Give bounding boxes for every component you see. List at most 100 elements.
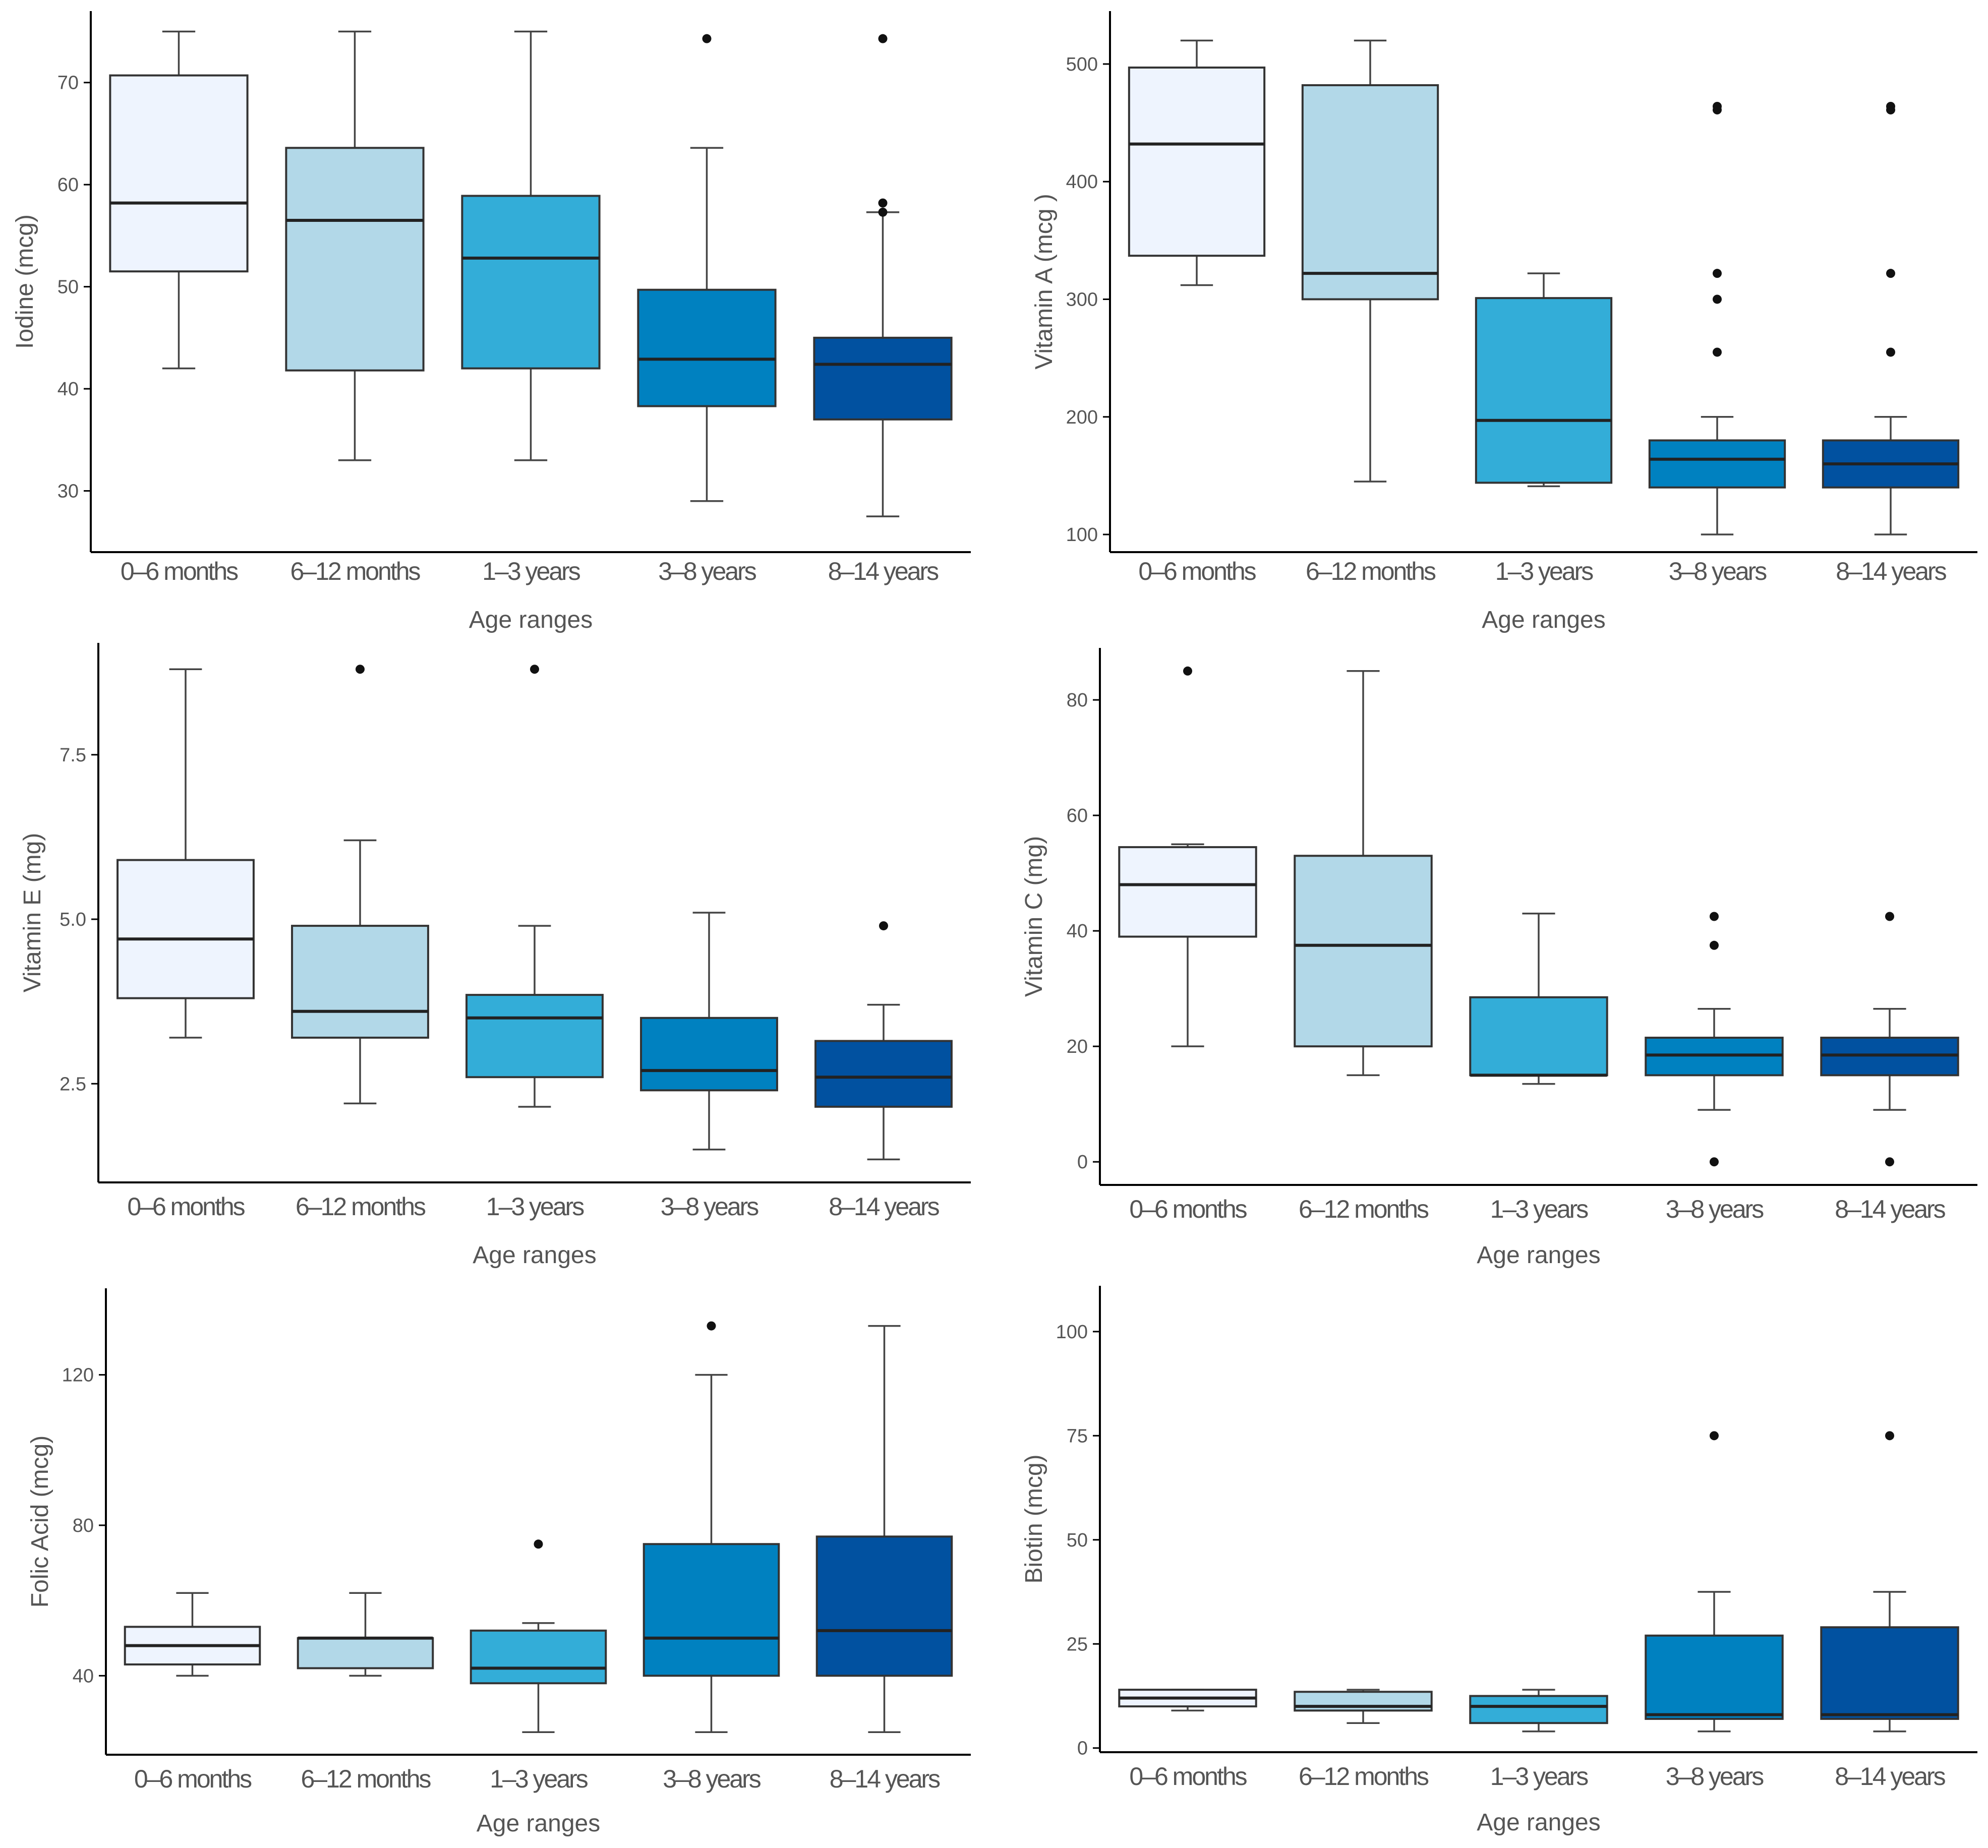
biotin-chart: 0 25 50 75 100 Biotin (mcg) Age ranges 0–6 mont…	[1021, 1286, 1977, 1836]
y-tick-label: 70	[57, 73, 79, 94]
outlier-point	[1710, 940, 1719, 950]
y-tick-label: 7.5	[60, 745, 86, 766]
x-tick-label: 3–8 years	[658, 557, 756, 585]
y-axis-title: Vitamin C (mg)	[1021, 836, 1047, 997]
x-tick-label: 6–12 months	[301, 1765, 431, 1793]
y-tick-label: 500	[1066, 54, 1098, 75]
x-tick-label: 1–3 years	[486, 1193, 584, 1221]
box-iqr	[291, 925, 429, 1039]
y-tick-label: 60	[1067, 805, 1088, 826]
x-tick-label: 1–3 years	[482, 557, 580, 585]
outlier-point	[878, 198, 888, 208]
x-tick-label: 8–14 years	[828, 557, 939, 585]
x-tick-label: 3–8 years	[1666, 1195, 1764, 1223]
x-tick-label: 6–12 months	[1299, 1762, 1429, 1791]
outlier-point	[1710, 912, 1719, 921]
iodine-chart: 30 40 50 60 70 Iodine (mcg) Age ranges 0–6 mont…	[12, 11, 971, 633]
outlier-point	[1886, 101, 1895, 111]
box-iqr	[813, 336, 953, 421]
x-tick-label: 8–14 years	[829, 1193, 939, 1221]
x-tick-label: 3–8 years	[1666, 1762, 1764, 1791]
outlier-point	[530, 665, 539, 674]
x-tick-label: 3–8 years	[1669, 557, 1767, 585]
x-tick-label: 3–8 years	[661, 1193, 759, 1221]
y-tick-label: 0	[1077, 1152, 1088, 1173]
outlier-point	[1886, 269, 1895, 278]
x-tick-label: 0–6 months	[1129, 1762, 1247, 1791]
box-iqr	[109, 74, 249, 273]
x-tick-label: 0–6 months	[127, 1193, 245, 1221]
outlier-point	[1885, 912, 1894, 921]
x-tick-label: 1–3 years	[1495, 557, 1594, 585]
x-tick-label: 6–12 months	[1299, 1195, 1429, 1223]
outlier-point	[1710, 1431, 1719, 1441]
box-iqr	[1301, 84, 1439, 301]
y-tick-label: 80	[73, 1515, 94, 1536]
y-axis-title: Vitamin A (mcg )	[1031, 194, 1058, 370]
box-iqr	[465, 994, 604, 1079]
y-tick-label: 40	[57, 379, 79, 400]
outlier-point	[356, 665, 365, 674]
y-tick-label: 60	[57, 174, 79, 196]
box-iqr	[297, 1637, 434, 1670]
x-tick-label: 8–14 years	[830, 1765, 940, 1793]
outlier-point	[707, 1321, 716, 1331]
y-tick-label: 20	[1067, 1036, 1088, 1057]
y-tick-label: 100	[1066, 524, 1098, 546]
outlier-point	[878, 34, 888, 43]
box-iqr	[470, 1629, 607, 1685]
x-tick-label: 1–3 years	[1490, 1195, 1589, 1223]
y-tick-label: 0	[1077, 1738, 1088, 1759]
y-tick-label: 40	[73, 1665, 94, 1687]
box-iqr	[814, 1040, 953, 1108]
x-tick-label: 6–12 months	[1306, 557, 1436, 585]
outlier-point	[1886, 347, 1895, 357]
box-iqr	[1128, 66, 1266, 257]
outlier-point	[702, 34, 712, 43]
box-iqr	[1118, 846, 1257, 938]
y-axis-title: Biotin (mcg)	[1021, 1454, 1047, 1583]
box-iqr	[1475, 297, 1613, 484]
x-tick-label: 6–12 months	[296, 1193, 426, 1221]
x-tick-label: 8–14 years	[1835, 1762, 1945, 1791]
y-axis-title: Iodine (mcg)	[12, 214, 38, 349]
y-tick-label: 300	[1066, 289, 1098, 310]
outlier-point	[878, 207, 888, 217]
x-tick-label: 8–14 years	[1836, 557, 1946, 585]
y-axis-title: Vitamin E (mg)	[19, 833, 46, 993]
box-iqr	[461, 195, 601, 370]
folic-acid-chart: 40 80 120 Folic Acid (mcg) Age ranges 0–6 mon…	[27, 1288, 971, 1837]
outlier-point	[1885, 1431, 1894, 1441]
y-tick-label: 120	[62, 1365, 94, 1386]
y-tick-label: 100	[1056, 1322, 1088, 1343]
y-tick-label: 50	[57, 277, 79, 298]
box-iqr	[116, 859, 255, 999]
x-tick-label: 3–8 years	[663, 1765, 761, 1793]
box-iqr	[640, 1017, 778, 1092]
x-axis-title: Age ranges	[469, 607, 593, 633]
outlier-point	[1183, 666, 1192, 676]
box-iqr	[1294, 855, 1433, 1048]
y-axis-title: Folic Acid (mcg)	[27, 1436, 53, 1607]
y-tick-label: 5.0	[60, 909, 86, 930]
box-iqr	[1648, 439, 1786, 489]
y-tick-label: 400	[1066, 171, 1098, 193]
outlier-point	[879, 921, 888, 931]
outlier-point	[1713, 294, 1722, 304]
x-tick-label: 0–6 months	[134, 1765, 252, 1793]
outlier-point	[1710, 1157, 1719, 1167]
vitamin-e-chart: 2.5 5.0 7.5 Vitamin E (mg) Age ranges 0–6 mon…	[19, 643, 971, 1269]
y-tick-label: 75	[1067, 1425, 1088, 1447]
y-tick-label: 25	[1067, 1634, 1088, 1655]
y-tick-label: 40	[1067, 921, 1088, 942]
outlier-point	[1713, 269, 1722, 278]
y-tick-label: 30	[57, 481, 79, 502]
box-iqr	[1469, 1695, 1608, 1724]
box-iqr	[1469, 996, 1608, 1077]
outlier-point	[1713, 101, 1722, 111]
box-iqr	[1820, 1626, 1959, 1720]
x-axis-title: Age ranges	[473, 1242, 597, 1269]
x-tick-label: 6–12 months	[290, 557, 420, 585]
y-tick-label: 2.5	[60, 1074, 86, 1095]
box-iqr	[285, 147, 425, 372]
